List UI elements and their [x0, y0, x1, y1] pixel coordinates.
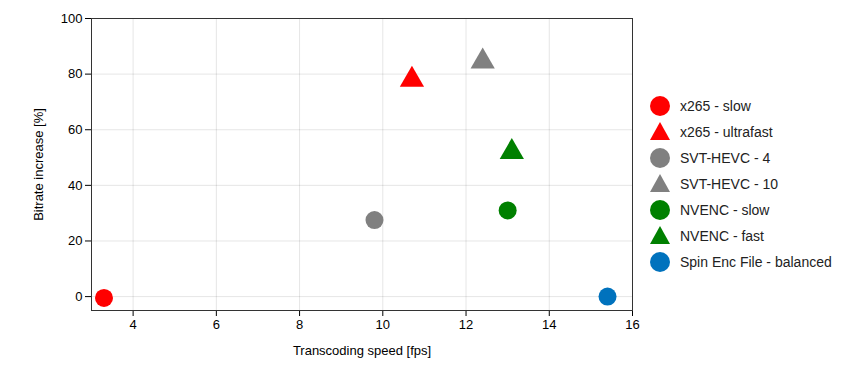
html-text:NVENC - slow: NVENC - slow [680, 202, 770, 218]
html-text:x265 - ultrafast: x265 - ultrafast [680, 124, 773, 140]
svg-text:0: 0 [75, 289, 82, 304]
svg-text:80: 80 [68, 66, 82, 81]
svg-text:Transcoding speed [fps]: Transcoding speed [fps] [293, 343, 431, 358]
html-text:SVT-HEVC - 4: SVT-HEVC - 4 [680, 150, 771, 166]
svg-text:4: 4 [129, 317, 136, 332]
svg-text:60: 60 [68, 122, 82, 137]
html-text:Spin Enc File - balanced: Spin Enc File - balanced [680, 254, 832, 270]
svg-text:16: 16 [625, 317, 639, 332]
svg-text:40: 40 [68, 178, 82, 193]
svg-text:14: 14 [542, 317, 556, 332]
svg-text:6: 6 [213, 317, 220, 332]
html-text:x265 - slow: x265 - slow [680, 98, 751, 114]
html-text:NVENC - fast: NVENC - fast [680, 228, 764, 244]
svg-text:8: 8 [296, 317, 303, 332]
svg-text:20: 20 [68, 233, 82, 248]
svg-text:100: 100 [61, 11, 83, 26]
html-text:SVT-HEVC - 10: SVT-HEVC - 10 [680, 176, 778, 192]
svg-text:Bitrate increase [%]: Bitrate increase [%] [31, 108, 46, 221]
svg-text:12: 12 [459, 317, 473, 332]
svg-text:10: 10 [376, 317, 390, 332]
